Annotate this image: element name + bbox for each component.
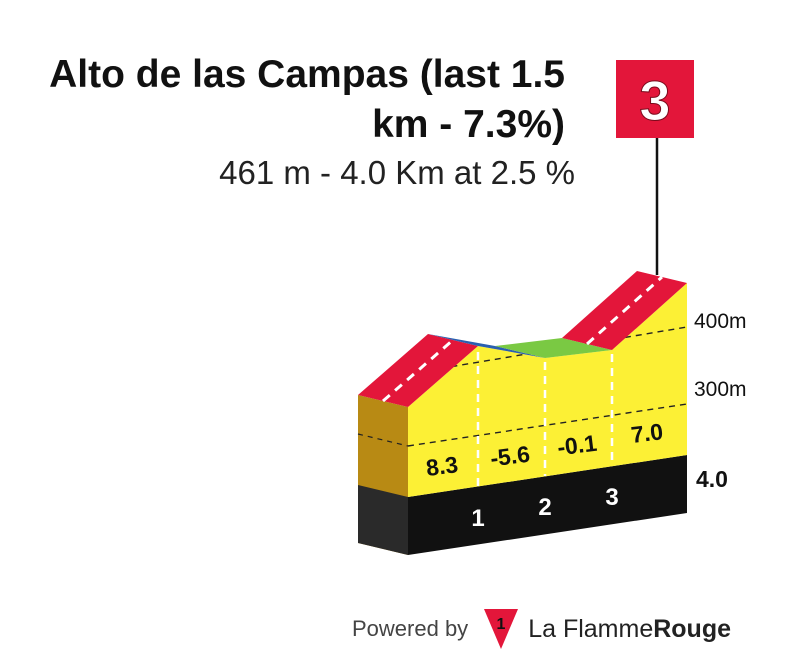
- gridline-300-side: [357, 433, 409, 447]
- total-distance-label: 4.0: [696, 466, 728, 492]
- gradient-label-km2: -5.6: [489, 441, 532, 472]
- top-strip-km3: [495, 338, 612, 358]
- gradient-label-km4: 7.0: [630, 418, 665, 448]
- gradient-label-km3: -0.1: [556, 430, 599, 461]
- profile-top-strips: [358, 271, 687, 407]
- brand-name-part1: La Flamme: [528, 614, 654, 643]
- km-mark-1: 1: [471, 505, 484, 532]
- footer: Powered by 1 La Flamme Rouge: [352, 607, 792, 651]
- category-label: 3: [639, 69, 670, 132]
- powered-by-text: Powered by: [352, 616, 469, 641]
- flamme-rouge-icon: 1: [484, 609, 519, 649]
- brand-icon-number: 1: [497, 616, 506, 633]
- top-strip-centerline-km4: [586, 275, 663, 346]
- top-strip-km2: [428, 334, 545, 358]
- climb-title: Alto de las Campas (last 1.5 km - 7.3%): [49, 53, 565, 146]
- brand-name-part2: Rouge: [653, 614, 732, 643]
- profile-base-band: [408, 455, 687, 555]
- y-tick-label-400: 400m: [694, 310, 747, 333]
- gradient-label-km1: 8.3: [425, 451, 460, 481]
- km-mark-3: 3: [605, 484, 618, 511]
- elevation-profile-chart: 3 400m 300m 4.0 8.3 -5.6 -0.1 7.0 1 2 3: [357, 60, 747, 555]
- top-strip-km1: [358, 334, 478, 407]
- climb-subtitle: 461 m - 4.0 Km at 2.5 %: [219, 154, 575, 191]
- profile-base-side: [358, 485, 408, 555]
- category-sign: [616, 60, 694, 138]
- km-mark-2: 2: [538, 494, 551, 521]
- y-tick-label-300: 300m: [694, 378, 747, 401]
- gridline-300: [407, 403, 688, 447]
